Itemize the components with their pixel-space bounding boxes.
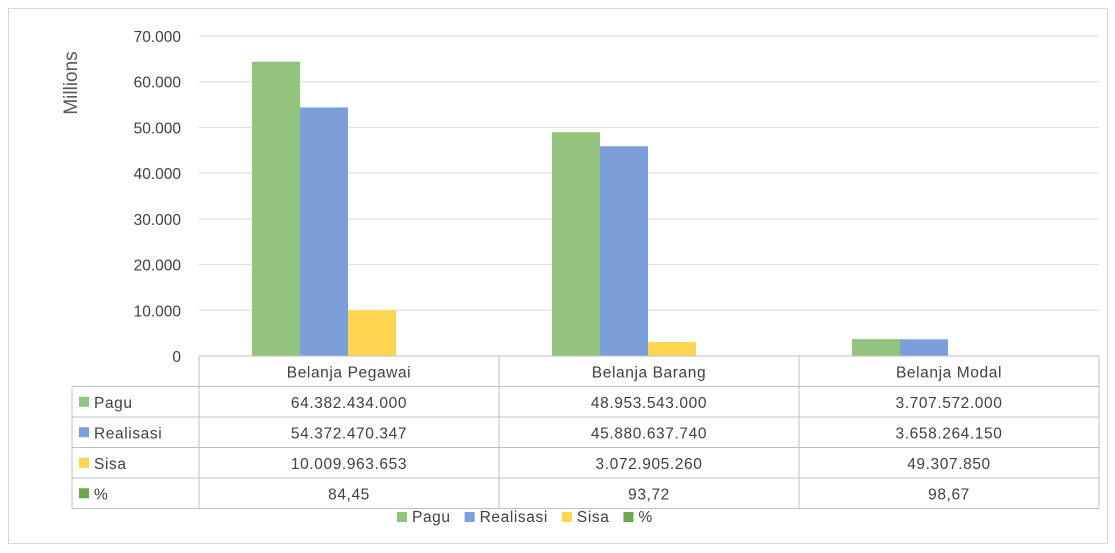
bar-realisasi-0 bbox=[300, 107, 348, 357]
bar-chart-with-data-table: 0 10.000 20.000 30.000 40.000 50.000 60.000 70.… bbox=[61, 29, 1100, 526]
legend-swatch bbox=[561, 512, 572, 522]
y-tick-label: 30.000 bbox=[134, 212, 182, 229]
series-row-label: Realisasi bbox=[94, 425, 162, 442]
data-label: 98,67 bbox=[928, 486, 970, 503]
data-label: 48.953.543.000 bbox=[591, 395, 707, 412]
series-key bbox=[79, 396, 89, 407]
data-label: 49.307.850 bbox=[907, 456, 991, 473]
data-label: 3.707.572.000 bbox=[896, 395, 1003, 412]
bar-pagu-1 bbox=[552, 132, 600, 356]
data-label: 64.382.434.000 bbox=[291, 395, 407, 412]
series-row-label: % bbox=[94, 486, 108, 503]
series-row-label: Sisa bbox=[94, 456, 127, 473]
legend-label: Pagu bbox=[412, 509, 451, 526]
series-key bbox=[79, 457, 89, 468]
y-tick-label: 40.000 bbox=[134, 166, 182, 183]
data-table: Belanja Pegawai Belanja Barang Belanja Mod… bbox=[71, 355, 1100, 509]
legend-label: % bbox=[638, 509, 652, 526]
legend-swatch bbox=[623, 512, 634, 522]
data-label: 3.658.264.150 bbox=[896, 425, 1003, 442]
chart-frame: 0 10.000 20.000 30.000 40.000 50.000 60.000 70.… bbox=[8, 8, 1108, 544]
data-label: 10.009.963.653 bbox=[291, 456, 407, 473]
bar-pagu-0 bbox=[252, 61, 300, 357]
y-tick-label: 60.000 bbox=[134, 75, 182, 92]
y-tick-label: 0 bbox=[172, 349, 181, 366]
series-key bbox=[79, 427, 89, 438]
series-key bbox=[79, 488, 89, 499]
y-tick-label: 70.000 bbox=[134, 29, 182, 46]
bars bbox=[252, 61, 996, 357]
bar-sisa-1 bbox=[648, 341, 696, 356]
legend: Pagu Realisasi Sisa% bbox=[397, 509, 652, 526]
data-label: 84,45 bbox=[328, 486, 370, 503]
data-label: 54.372.470.347 bbox=[291, 425, 407, 442]
y-axis-label: Millions bbox=[61, 51, 82, 114]
y-tick-label: 10.000 bbox=[134, 303, 182, 320]
category-label: Belanja Modal bbox=[896, 364, 1002, 381]
category-label: Belanja Barang bbox=[592, 364, 706, 381]
legend-label: Sisa bbox=[577, 509, 610, 526]
y-tick-label: 20.000 bbox=[134, 258, 182, 275]
y-axis-ticks: 0 10.000 20.000 30.000 40.000 50.000 60.000 70.… bbox=[134, 29, 182, 366]
data-label: 93,72 bbox=[628, 486, 670, 503]
category-label: Belanja Pegawai bbox=[287, 364, 411, 381]
series-row-label: Pagu bbox=[94, 395, 133, 412]
legend-swatch bbox=[464, 512, 475, 522]
legend-label: Realisasi bbox=[480, 509, 548, 526]
data-label: 45.880.637.740 bbox=[591, 425, 707, 442]
bar-sisa-0 bbox=[348, 310, 396, 356]
bar-realisasi-2 bbox=[900, 339, 948, 356]
bar-pagu-2 bbox=[852, 339, 900, 356]
legend-swatch bbox=[397, 512, 407, 522]
gridlines bbox=[199, 35, 1099, 311]
y-tick-label: 50.000 bbox=[134, 120, 182, 137]
bar-realisasi-1 bbox=[600, 146, 648, 356]
data-label: 3.072.905.260 bbox=[596, 456, 703, 473]
